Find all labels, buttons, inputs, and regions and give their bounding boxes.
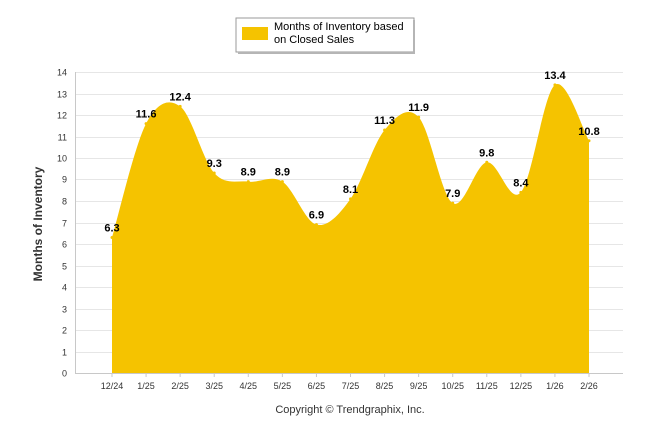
x-tick-label: 6/25 — [308, 381, 326, 391]
x-tick-label: 11/25 — [476, 381, 498, 391]
y-tick-label: 7 — [62, 219, 67, 229]
y-tick-label: 3 — [62, 305, 67, 315]
y-tick-label: 14 — [57, 68, 67, 78]
data-label: 13.4 — [544, 70, 566, 82]
data-label: 7.9 — [445, 188, 460, 200]
y-tick-label: 10 — [57, 154, 67, 164]
x-tick-label: 5/25 — [274, 381, 292, 391]
x-tick-labels: 12/24 1/25 2/25 3/25 4/25 5/25 6/25 7/25 8/25 9/2… — [101, 373, 598, 391]
legend[interactable]: Months of Inventory based on Closed Sale… — [235, 17, 415, 54]
data-point[interactable] — [280, 180, 284, 184]
data-label: 9.8 — [479, 147, 494, 159]
data-label: 12.4 — [169, 91, 191, 103]
data-label: 11.9 — [408, 102, 429, 114]
x-tick-label: 9/25 — [410, 381, 428, 391]
y-tick-label: 0 — [62, 369, 67, 379]
data-label: 9.3 — [207, 158, 222, 170]
legend-label-line1: Months of Inventory based — [274, 21, 404, 33]
data-label: 11.6 — [136, 109, 157, 121]
data-label: 6.9 — [309, 210, 324, 222]
y-tick-label: 11 — [58, 133, 67, 143]
area-series — [110, 83, 591, 373]
data-label: 8.9 — [275, 167, 290, 179]
y-tick-label: 12 — [57, 111, 67, 121]
data-point[interactable] — [485, 160, 489, 164]
y-tick-label: 6 — [62, 240, 67, 250]
x-tick-label: 7/25 — [342, 381, 360, 391]
x-tick-label: 1/26 — [546, 381, 564, 391]
y-tick-label: 9 — [62, 175, 67, 185]
data-point[interactable] — [144, 122, 148, 126]
x-tick-label: 12/25 — [510, 381, 533, 391]
y-tick-label: 4 — [62, 283, 67, 293]
axes — [75, 72, 623, 374]
y-tick-label: 5 — [62, 262, 67, 272]
data-point[interactable] — [417, 115, 421, 119]
y-tick-label: 2 — [62, 326, 67, 336]
data-point[interactable] — [383, 128, 387, 132]
data-point[interactable] — [246, 180, 250, 184]
y-axis-title: Months of Inventory — [31, 166, 45, 281]
data-point[interactable] — [212, 171, 216, 175]
data-point[interactable] — [349, 197, 352, 201]
x-tick-label: 12/24 — [101, 381, 124, 391]
data-point[interactable] — [314, 223, 318, 227]
data-label: 8.1 — [343, 184, 358, 196]
data-label: 8.4 — [513, 177, 529, 189]
x-tick-label: 2/26 — [580, 381, 598, 391]
data-point[interactable] — [553, 83, 557, 87]
data-point[interactable] — [110, 236, 114, 240]
copyright-footer: Copyright © Trendgraphix, Inc. — [275, 404, 424, 416]
y-tick-label: 13 — [57, 90, 67, 100]
data-label: 11.3 — [374, 115, 395, 127]
x-tick-label: 3/25 — [205, 381, 223, 391]
legend-label-line2: on Closed Sales — [274, 34, 355, 46]
data-point[interactable] — [519, 190, 523, 194]
y-tick-label: 8 — [62, 197, 67, 207]
data-labels: 6.3 11.6 12.4 9.3 8.9 8.9 6.9 8.1 11.3 11.9 7.9 9.8… — [104, 70, 599, 235]
data-point[interactable] — [587, 139, 591, 143]
data-label: 10.8 — [578, 126, 599, 138]
x-tick-label: 10/25 — [441, 381, 464, 391]
area-fill — [112, 83, 589, 373]
y-tick-label: 1 — [62, 348, 67, 358]
data-point[interactable] — [451, 201, 455, 205]
legend-swatch — [242, 27, 268, 40]
x-tick-label: 1/25 — [137, 381, 155, 391]
data-label: 6.3 — [104, 223, 119, 235]
data-label: 8.9 — [241, 167, 256, 179]
x-tick-label: 4/25 — [240, 381, 258, 391]
x-tick-label: 8/25 — [376, 381, 394, 391]
data-point[interactable] — [178, 104, 182, 108]
x-tick-label: 2/25 — [171, 381, 189, 391]
